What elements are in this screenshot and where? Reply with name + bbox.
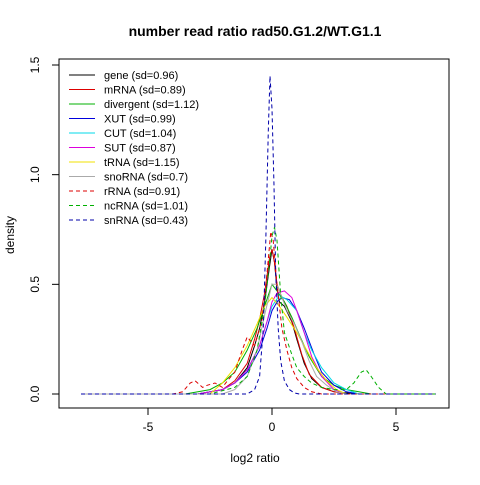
legend-label: gene (sd=0.96): [104, 70, 178, 82]
series-layer: [81, 75, 436, 395]
legend-label: divergent (sd=1.12): [104, 99, 199, 111]
legend-label: XUT (sd=0.99): [104, 114, 176, 126]
axes-layer: -5 0 5 0.0 0.5 1.0 1.5: [28, 56, 400, 434]
x-tick-label: 5: [393, 420, 400, 434]
legend-label: snoRNA (sd=0.7): [104, 172, 188, 184]
series-line-9: [81, 231, 436, 395]
x-tick-label: 0: [269, 420, 276, 434]
y-axis-label: density: [3, 216, 17, 254]
y-tick-label: 1.0: [28, 166, 42, 183]
legend-label: ncRNA (sd=1.01): [104, 201, 188, 213]
legend-label: CUT (sd=1.04): [104, 128, 176, 140]
chart-title: number read ratio rad50.G1.2/WT.G1.1: [129, 23, 382, 39]
y-tick-label: 1.5: [28, 56, 42, 73]
legend-label: tRNA (sd=1.15): [104, 157, 180, 169]
legend-label: rRNA (sd=0.91): [104, 186, 180, 198]
x-axis-label: log2 ratio: [230, 451, 280, 465]
series-line-2: [81, 249, 436, 395]
y-tick-label: 0.0: [28, 385, 42, 402]
legend-label: SUT (sd=0.87): [104, 143, 176, 155]
series-line-11: [81, 75, 436, 395]
legend: gene (sd=0.96) mRNA (sd=0.89) divergent (s…: [69, 70, 199, 227]
series-line-10: [81, 227, 436, 395]
x-tick-label: -5: [143, 420, 154, 434]
legend-label: mRNA (sd=0.89): [104, 85, 186, 97]
y-tick-label: 0.5: [28, 276, 42, 293]
legend-label: snRNA (sd=0.43): [104, 215, 188, 227]
